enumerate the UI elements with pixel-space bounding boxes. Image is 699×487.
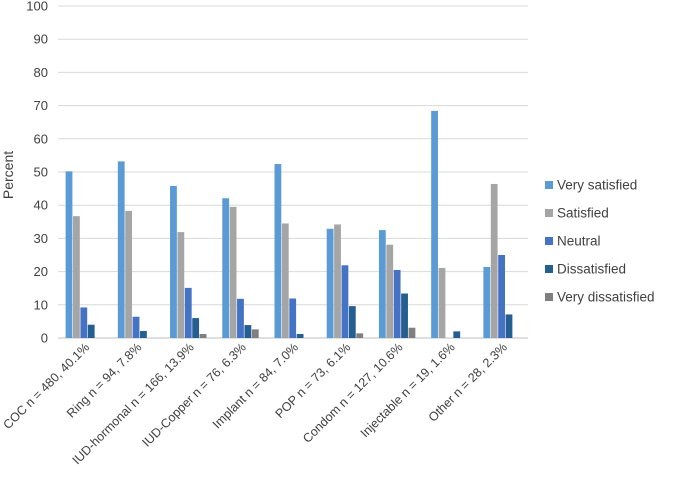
bar xyxy=(170,185,177,338)
x-tick-label: IUD-Copper n = 76, 6.3% xyxy=(140,340,249,449)
bar xyxy=(192,318,200,338)
bar xyxy=(326,228,334,338)
bar xyxy=(184,287,192,338)
bar xyxy=(222,198,230,338)
y-tick-label: 0 xyxy=(41,331,48,346)
bar xyxy=(401,293,408,338)
bar xyxy=(386,244,394,338)
legend-label: Dissatisfied xyxy=(557,262,626,277)
y-tick-label: 30 xyxy=(34,231,48,246)
bars xyxy=(65,110,513,338)
bar xyxy=(498,255,505,338)
x-axis-labels: COC n = 480, 40.1%Ring n = 94, 7.8%IUD-h… xyxy=(1,340,510,467)
bar xyxy=(281,223,289,338)
bar xyxy=(117,161,125,338)
bar xyxy=(132,316,140,338)
bar xyxy=(244,325,252,338)
bar xyxy=(73,216,80,338)
y-tick-label: 50 xyxy=(34,165,48,180)
bar xyxy=(177,232,185,338)
legend-label: Neutral xyxy=(557,234,601,249)
bar xyxy=(199,334,207,338)
legend-label: Satisfied xyxy=(557,206,609,221)
legend-swatch xyxy=(545,265,553,273)
legend-swatch xyxy=(545,293,553,301)
y-tick-label: 100 xyxy=(26,0,48,14)
y-tick-label: 80 xyxy=(34,65,48,80)
legend-label: Very satisfied xyxy=(557,178,637,193)
gridlines xyxy=(58,5,528,339)
x-tick-label: COC n = 480, 40.1% xyxy=(1,340,93,432)
x-tick-label: Condom n = 127, 10.6% xyxy=(300,340,405,445)
y-tick-label: 70 xyxy=(34,98,48,113)
bar xyxy=(356,333,364,338)
bar xyxy=(453,331,461,338)
bar xyxy=(80,307,88,338)
x-tick-label: Injectable n = 19, 1.6% xyxy=(358,340,458,440)
bar xyxy=(65,171,73,338)
y-tick-label: 90 xyxy=(34,32,48,47)
bar xyxy=(140,331,147,338)
legend: Very satisfied Satisfied Neutral Dissatisfi… xyxy=(545,178,655,305)
bar xyxy=(229,206,237,338)
bar xyxy=(408,327,416,338)
legend-swatch xyxy=(545,181,553,189)
bar xyxy=(274,164,282,338)
bar xyxy=(505,314,513,338)
legend-swatch xyxy=(545,237,553,245)
bar xyxy=(334,224,341,338)
bar xyxy=(289,298,297,338)
y-axis-label: Percent xyxy=(0,151,16,199)
x-tick-label: Implant n = 84, 7.0% xyxy=(210,340,301,431)
bar xyxy=(125,210,133,338)
bar xyxy=(296,334,304,338)
legend-swatch xyxy=(545,209,553,217)
y-tick-label: 10 xyxy=(34,297,48,312)
bar xyxy=(490,183,498,338)
bar xyxy=(431,110,438,338)
bar xyxy=(87,324,95,338)
y-tick-label: 20 xyxy=(34,264,48,279)
y-tick-label: 40 xyxy=(34,198,48,213)
bar xyxy=(348,306,356,338)
bar xyxy=(341,265,349,338)
legend-label: Very dissatisfied xyxy=(557,290,655,305)
bar xyxy=(483,266,491,338)
bar xyxy=(237,298,244,338)
y-tick-label: 60 xyxy=(34,131,48,146)
bar xyxy=(378,230,386,338)
bar xyxy=(438,267,446,338)
bar xyxy=(251,329,259,338)
y-axis-ticks: 0 10 20 30 40 50 60 70 80 90 100 xyxy=(26,0,48,346)
bar xyxy=(393,269,401,338)
